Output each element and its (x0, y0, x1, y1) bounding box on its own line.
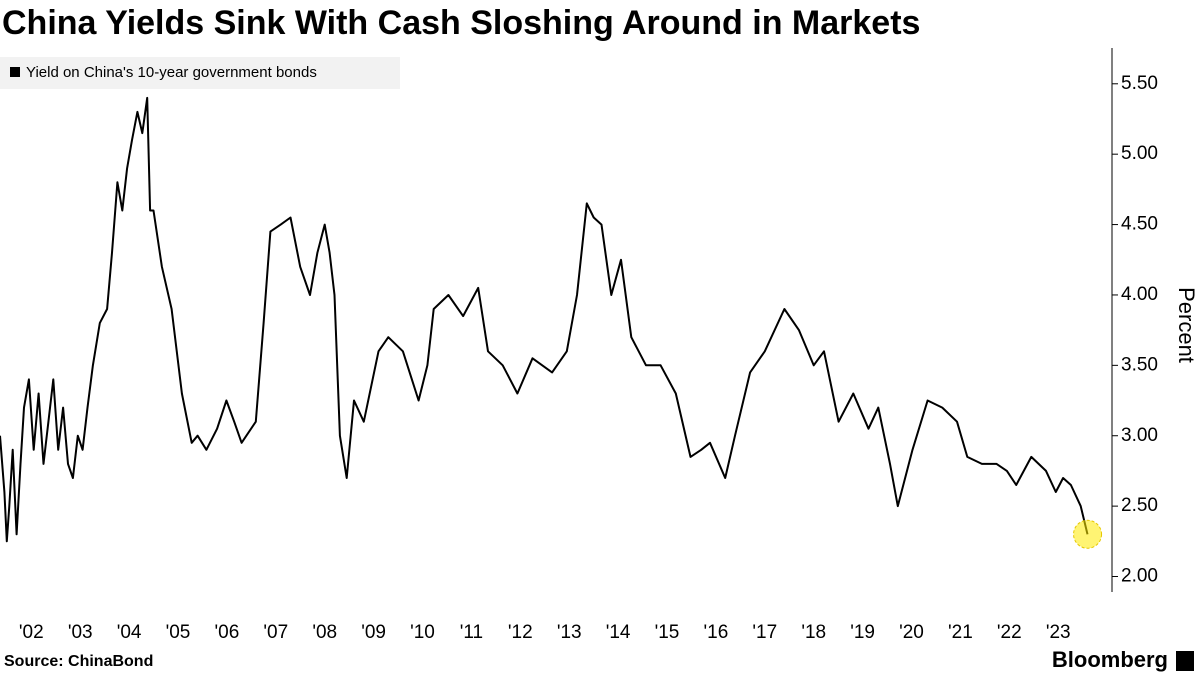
x-tick-label: '07 (263, 622, 288, 643)
x-tick-label: '02 (19, 622, 44, 643)
chart-title: China Yields Sink With Cash Sloshing Aro… (2, 4, 920, 42)
x-tick-label: '19 (850, 622, 875, 643)
x-tick-label: '15 (655, 622, 680, 643)
y-tick-label: 2.50 (1121, 495, 1158, 516)
x-tick-label: '05 (166, 622, 191, 643)
highlight (1073, 519, 1103, 549)
x-tick-label: '23 (1046, 622, 1071, 643)
x-tick-label: '22 (997, 622, 1022, 643)
brand: Bloomberg (1052, 647, 1168, 672)
x-tick-label: '10 (410, 622, 435, 643)
x-tick-label: '13 (557, 622, 582, 643)
y-tick-label: 4.50 (1121, 214, 1158, 235)
brand-icon (1176, 651, 1194, 671)
x-tick-label: '11 (460, 622, 483, 643)
x-tick-label: '16 (704, 622, 729, 643)
legend-label: Yield on China's 10-year government bond… (26, 64, 317, 81)
x-tick-label: '03 (68, 622, 93, 643)
x-tick-label: '14 (606, 622, 631, 643)
x-tick-label: '06 (215, 622, 240, 643)
x-tick-label: '20 (899, 622, 924, 643)
y-tick-label: 5.00 (1121, 143, 1158, 164)
x-tick-label: '04 (117, 622, 142, 643)
x-tick-label: '08 (312, 622, 337, 643)
y-tick-label: 4.00 (1121, 284, 1158, 305)
y-tick-label: 5.50 (1121, 73, 1158, 94)
line (0, 96, 1089, 543)
y-tick-label: 3.50 (1121, 354, 1158, 375)
x-tick-label: '21 (948, 622, 973, 643)
x-tick-label: '17 (752, 622, 777, 643)
y-axis-label: Percent (1174, 287, 1199, 363)
legend-swatch (10, 67, 20, 77)
source: Source: ChinaBond (4, 653, 153, 670)
x-tick-label: '18 (801, 622, 826, 643)
x-tick-label: '12 (508, 622, 533, 643)
x-tick-label: '09 (361, 622, 386, 643)
legend-box (0, 57, 400, 89)
y-tick-label: 3.00 (1121, 425, 1158, 446)
y-tick-label: 2.00 (1121, 566, 1158, 587)
